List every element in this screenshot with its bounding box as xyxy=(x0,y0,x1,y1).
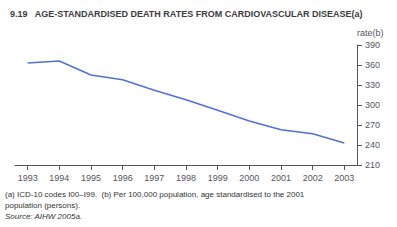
svg-text:9.19 AGE-STANDARDISED DEATH: 9.19 AGE-STANDARDISED DEATH RATES FROM C… xyxy=(10,9,363,19)
svg-text:1994: 1994 xyxy=(49,173,69,183)
svg-text:1999: 1999 xyxy=(208,173,228,183)
svg-text:2002: 2002 xyxy=(303,173,323,183)
svg-text:300: 300 xyxy=(365,100,380,110)
svg-text:rate(b): rate(b) xyxy=(357,28,384,38)
svg-text:Source: AIHW 2005a.: Source: AIHW 2005a. xyxy=(5,212,82,221)
svg-text:270: 270 xyxy=(365,120,380,130)
svg-text:1998: 1998 xyxy=(176,173,196,183)
svg-text:1996: 1996 xyxy=(113,173,133,183)
svg-text:210: 210 xyxy=(365,160,380,170)
svg-text:330: 330 xyxy=(365,80,380,90)
svg-text:1995: 1995 xyxy=(81,173,101,183)
svg-text:2003: 2003 xyxy=(334,173,354,183)
svg-text:2001: 2001 xyxy=(271,173,291,183)
svg-text:2000: 2000 xyxy=(239,173,259,183)
svg-text:360: 360 xyxy=(365,60,380,70)
svg-text:240: 240 xyxy=(365,140,380,150)
svg-text:390: 390 xyxy=(365,40,380,50)
svg-text:1993: 1993 xyxy=(18,173,38,183)
svg-text:1997: 1997 xyxy=(144,173,164,183)
svg-text:(a) ICD-10 codes I00–I99. (b): (a) ICD-10 codes I00–I99. (b) Per 100,00… xyxy=(5,190,305,199)
svg-text:population (persons).: population (persons). xyxy=(5,201,80,210)
